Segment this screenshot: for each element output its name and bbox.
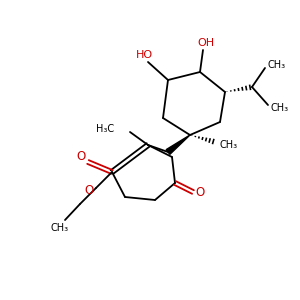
Text: O: O [76,151,85,164]
Text: CH₃: CH₃ [51,223,69,233]
Text: H₃C: H₃C [96,124,114,134]
Text: O: O [84,184,94,196]
Text: CH₃: CH₃ [220,140,238,150]
Text: HO: HO [135,50,153,60]
Text: O: O [195,185,205,199]
Text: CH₃: CH₃ [271,103,289,113]
Polygon shape [166,135,190,154]
Text: CH₃: CH₃ [268,60,286,70]
Text: OH: OH [197,38,214,48]
